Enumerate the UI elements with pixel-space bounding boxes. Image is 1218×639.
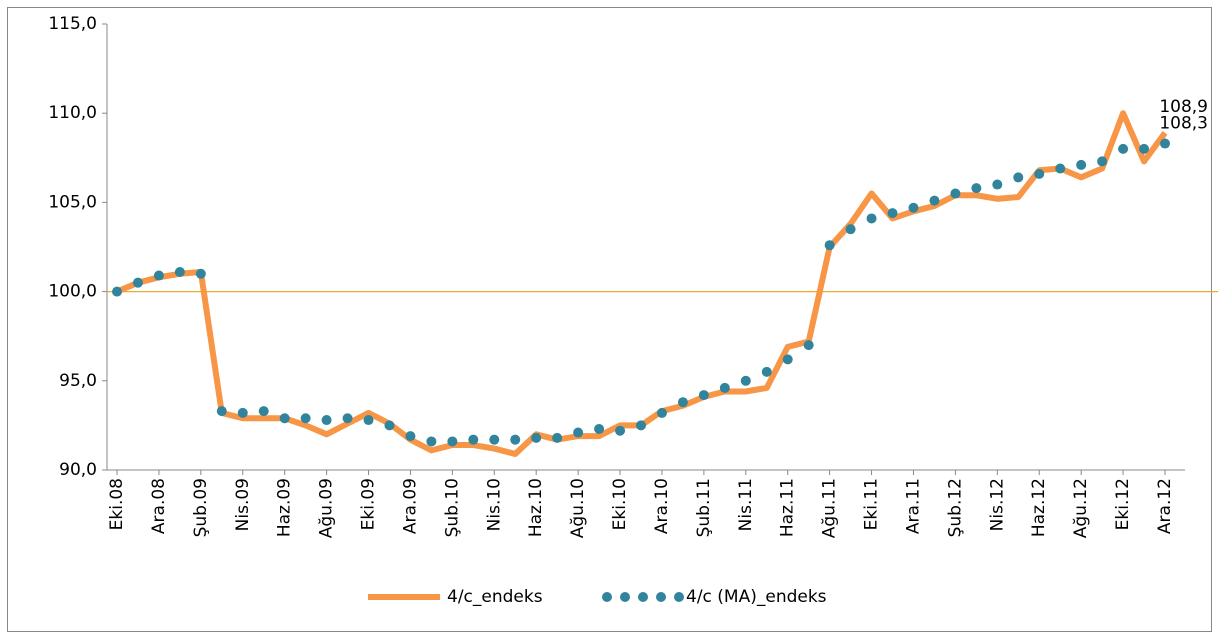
series-dot: [803, 340, 814, 351]
y-tick-label: 95,0: [59, 371, 97, 391]
x-tick-label: Ara.09: [400, 478, 420, 534]
series-dot: [216, 406, 227, 417]
series-dot: [950, 188, 961, 199]
x-tick-label: Nis.11: [736, 478, 756, 531]
series-dot: [971, 183, 982, 194]
x-tick-label: Eki.10: [610, 478, 630, 530]
series-dot: [1013, 172, 1024, 183]
series-dot: [153, 270, 164, 281]
series-dot: [468, 434, 479, 445]
x-tick-label: Eki.11: [862, 478, 882, 530]
x-tick-label: Ağu.11: [820, 478, 840, 538]
legend-swatch: [638, 592, 648, 602]
series-dot: [782, 354, 793, 365]
data-label: 108,9: [1159, 97, 1208, 117]
x-tick-label: Haz.12: [1029, 478, 1049, 537]
x-tick-label: Eki.12: [1113, 478, 1133, 530]
legend-swatch: [656, 592, 666, 602]
series-dot: [174, 266, 185, 277]
series-dot: [1139, 143, 1150, 154]
legend-label: 4/c (MA)_endeks: [686, 587, 827, 607]
legend-label: 4/c_endeks: [447, 587, 543, 607]
series-dot: [195, 268, 206, 279]
x-tick-label: Haz.10: [526, 478, 546, 537]
series-dot: [405, 431, 416, 442]
series-dot: [447, 436, 458, 447]
series-dot: [656, 407, 667, 418]
data-label: 108,3: [1159, 114, 1208, 134]
series-dot: [615, 425, 626, 436]
series-dot: [1118, 143, 1129, 154]
series-dot: [698, 390, 709, 401]
x-tick-label: Ara.08: [149, 478, 169, 534]
series-dot: [1160, 138, 1170, 149]
x-tick-label: Eki.09: [359, 478, 379, 530]
series-dot: [636, 420, 646, 431]
series-dot: [866, 213, 877, 224]
series-dot: [908, 202, 919, 213]
series-dot: [573, 427, 584, 438]
series-dot: [426, 436, 437, 447]
series-dot: [1034, 168, 1045, 179]
series-dot: [677, 397, 688, 408]
series-dot: [132, 277, 143, 288]
series-dot: [1055, 163, 1066, 174]
y-tick-label: 100,0: [48, 282, 97, 302]
series-dot: [929, 195, 940, 206]
x-tick-label: Haz.11: [778, 478, 798, 537]
series-dot: [594, 423, 605, 434]
x-tick-label: Ağu.09: [317, 478, 337, 538]
x-tick-label: Şub.10: [442, 478, 462, 537]
series-dot: [279, 413, 290, 424]
series-dot: [887, 208, 898, 219]
y-tick-label: 90,0: [59, 460, 97, 480]
y-tick-label: 105,0: [48, 192, 97, 212]
series-dot: [992, 179, 1003, 190]
series-dot: [321, 415, 332, 426]
series-dot: [342, 413, 353, 424]
legend-swatch: [602, 592, 612, 602]
y-tick-label: 110,0: [48, 103, 97, 123]
legend-swatch: [620, 592, 630, 602]
series-dot: [1097, 156, 1108, 167]
x-tick-label: Ara.12: [1155, 478, 1175, 534]
x-tick-label: Eki.08: [107, 478, 127, 530]
series-dot: [552, 432, 563, 443]
series-dot: [258, 406, 269, 417]
series-dot: [363, 415, 374, 426]
series-dot: [510, 434, 521, 445]
series-dot: [112, 286, 122, 297]
x-tick-label: Nis.10: [484, 478, 504, 531]
series-dot: [489, 434, 500, 445]
series-dot: [531, 432, 542, 443]
x-tick-label: Şub.11: [694, 478, 714, 537]
legend-swatch: [674, 592, 684, 602]
x-tick-label: Nis.09: [233, 478, 253, 531]
series-dot: [824, 240, 835, 251]
y-tick-label: 115,0: [48, 14, 97, 34]
series-dot: [740, 375, 751, 386]
x-tick-label: Nis.12: [987, 478, 1007, 531]
x-tick-label: Ağu.12: [1071, 478, 1091, 538]
x-tick-label: Şub.09: [191, 478, 211, 537]
series-dot: [384, 420, 395, 431]
series-dot: [1076, 159, 1087, 170]
series-dot: [761, 366, 772, 377]
x-tick-label: Ara.10: [652, 478, 672, 534]
series-dot: [300, 413, 311, 424]
series-dot: [845, 224, 856, 235]
series-dot: [237, 407, 248, 418]
x-tick-label: Haz.09: [275, 478, 295, 537]
x-tick-label: Ara.11: [903, 478, 923, 534]
x-tick-label: Şub.12: [945, 478, 965, 537]
series-dot: [719, 382, 730, 393]
x-tick-label: Ağu.10: [568, 478, 588, 538]
